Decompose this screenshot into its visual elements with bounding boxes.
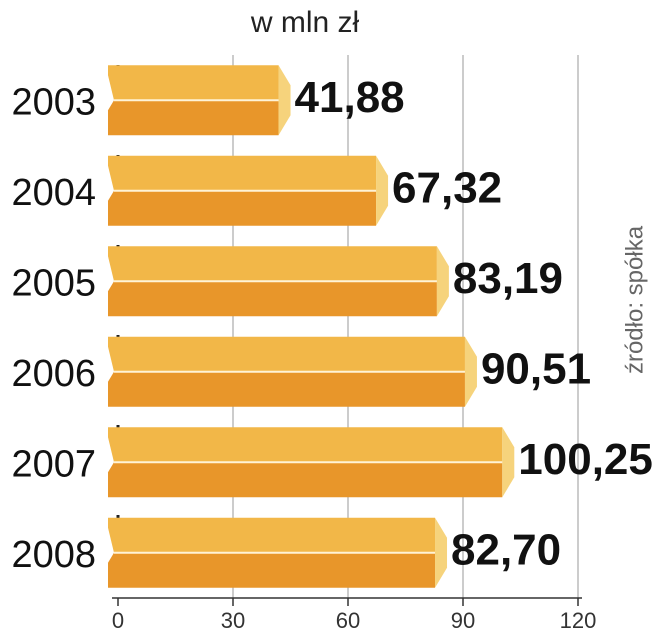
bar-top: [108, 65, 279, 101]
bar: [118, 65, 279, 135]
value-label: 41,88: [295, 73, 405, 122]
x-tick-label: 60: [336, 608, 360, 633]
value-label: 82,70: [451, 525, 561, 574]
bar-top: [108, 155, 377, 191]
bar-top: [108, 336, 465, 372]
chart-title: w mln zł: [250, 6, 360, 39]
y-tick-label: 2008: [11, 534, 96, 576]
bar: [118, 427, 502, 497]
bar-cap: [436, 246, 449, 317]
y-tick-label: 2003: [11, 81, 96, 123]
bar-bottom: [108, 371, 465, 407]
bar-top: [108, 517, 436, 553]
bar: [118, 518, 435, 588]
value-label: 83,19: [453, 254, 563, 303]
bar-cap: [502, 427, 515, 498]
bar-cap: [278, 65, 291, 136]
bar: [118, 246, 437, 316]
x-tick-label: 30: [221, 608, 245, 633]
bar-bottom: [108, 281, 437, 317]
x-tick-label: 120: [560, 608, 597, 633]
bar: [118, 156, 376, 226]
y-tick-label: 2006: [11, 353, 96, 395]
bar-bottom: [108, 100, 279, 136]
x-tick-label: 90: [451, 608, 475, 633]
bar-bottom: [108, 462, 503, 498]
bar-top: [108, 246, 437, 282]
x-tick-label: 0: [112, 608, 124, 633]
y-tick-label: 2007: [11, 443, 96, 485]
bar-cap: [376, 155, 389, 226]
bar-bottom: [108, 552, 436, 588]
y-tick-label: 2004: [11, 172, 96, 214]
bar-bottom: [108, 190, 377, 226]
bar-cap: [435, 517, 448, 588]
bar-cap: [464, 336, 477, 407]
bar-top: [108, 427, 503, 463]
value-label: 90,51: [481, 344, 591, 393]
y-tick-label: 2005: [11, 262, 96, 304]
value-label: 67,32: [392, 163, 502, 212]
source-note: źródło: spółka: [621, 225, 648, 374]
value-label: 100,25: [518, 435, 653, 484]
bar: [118, 337, 465, 407]
